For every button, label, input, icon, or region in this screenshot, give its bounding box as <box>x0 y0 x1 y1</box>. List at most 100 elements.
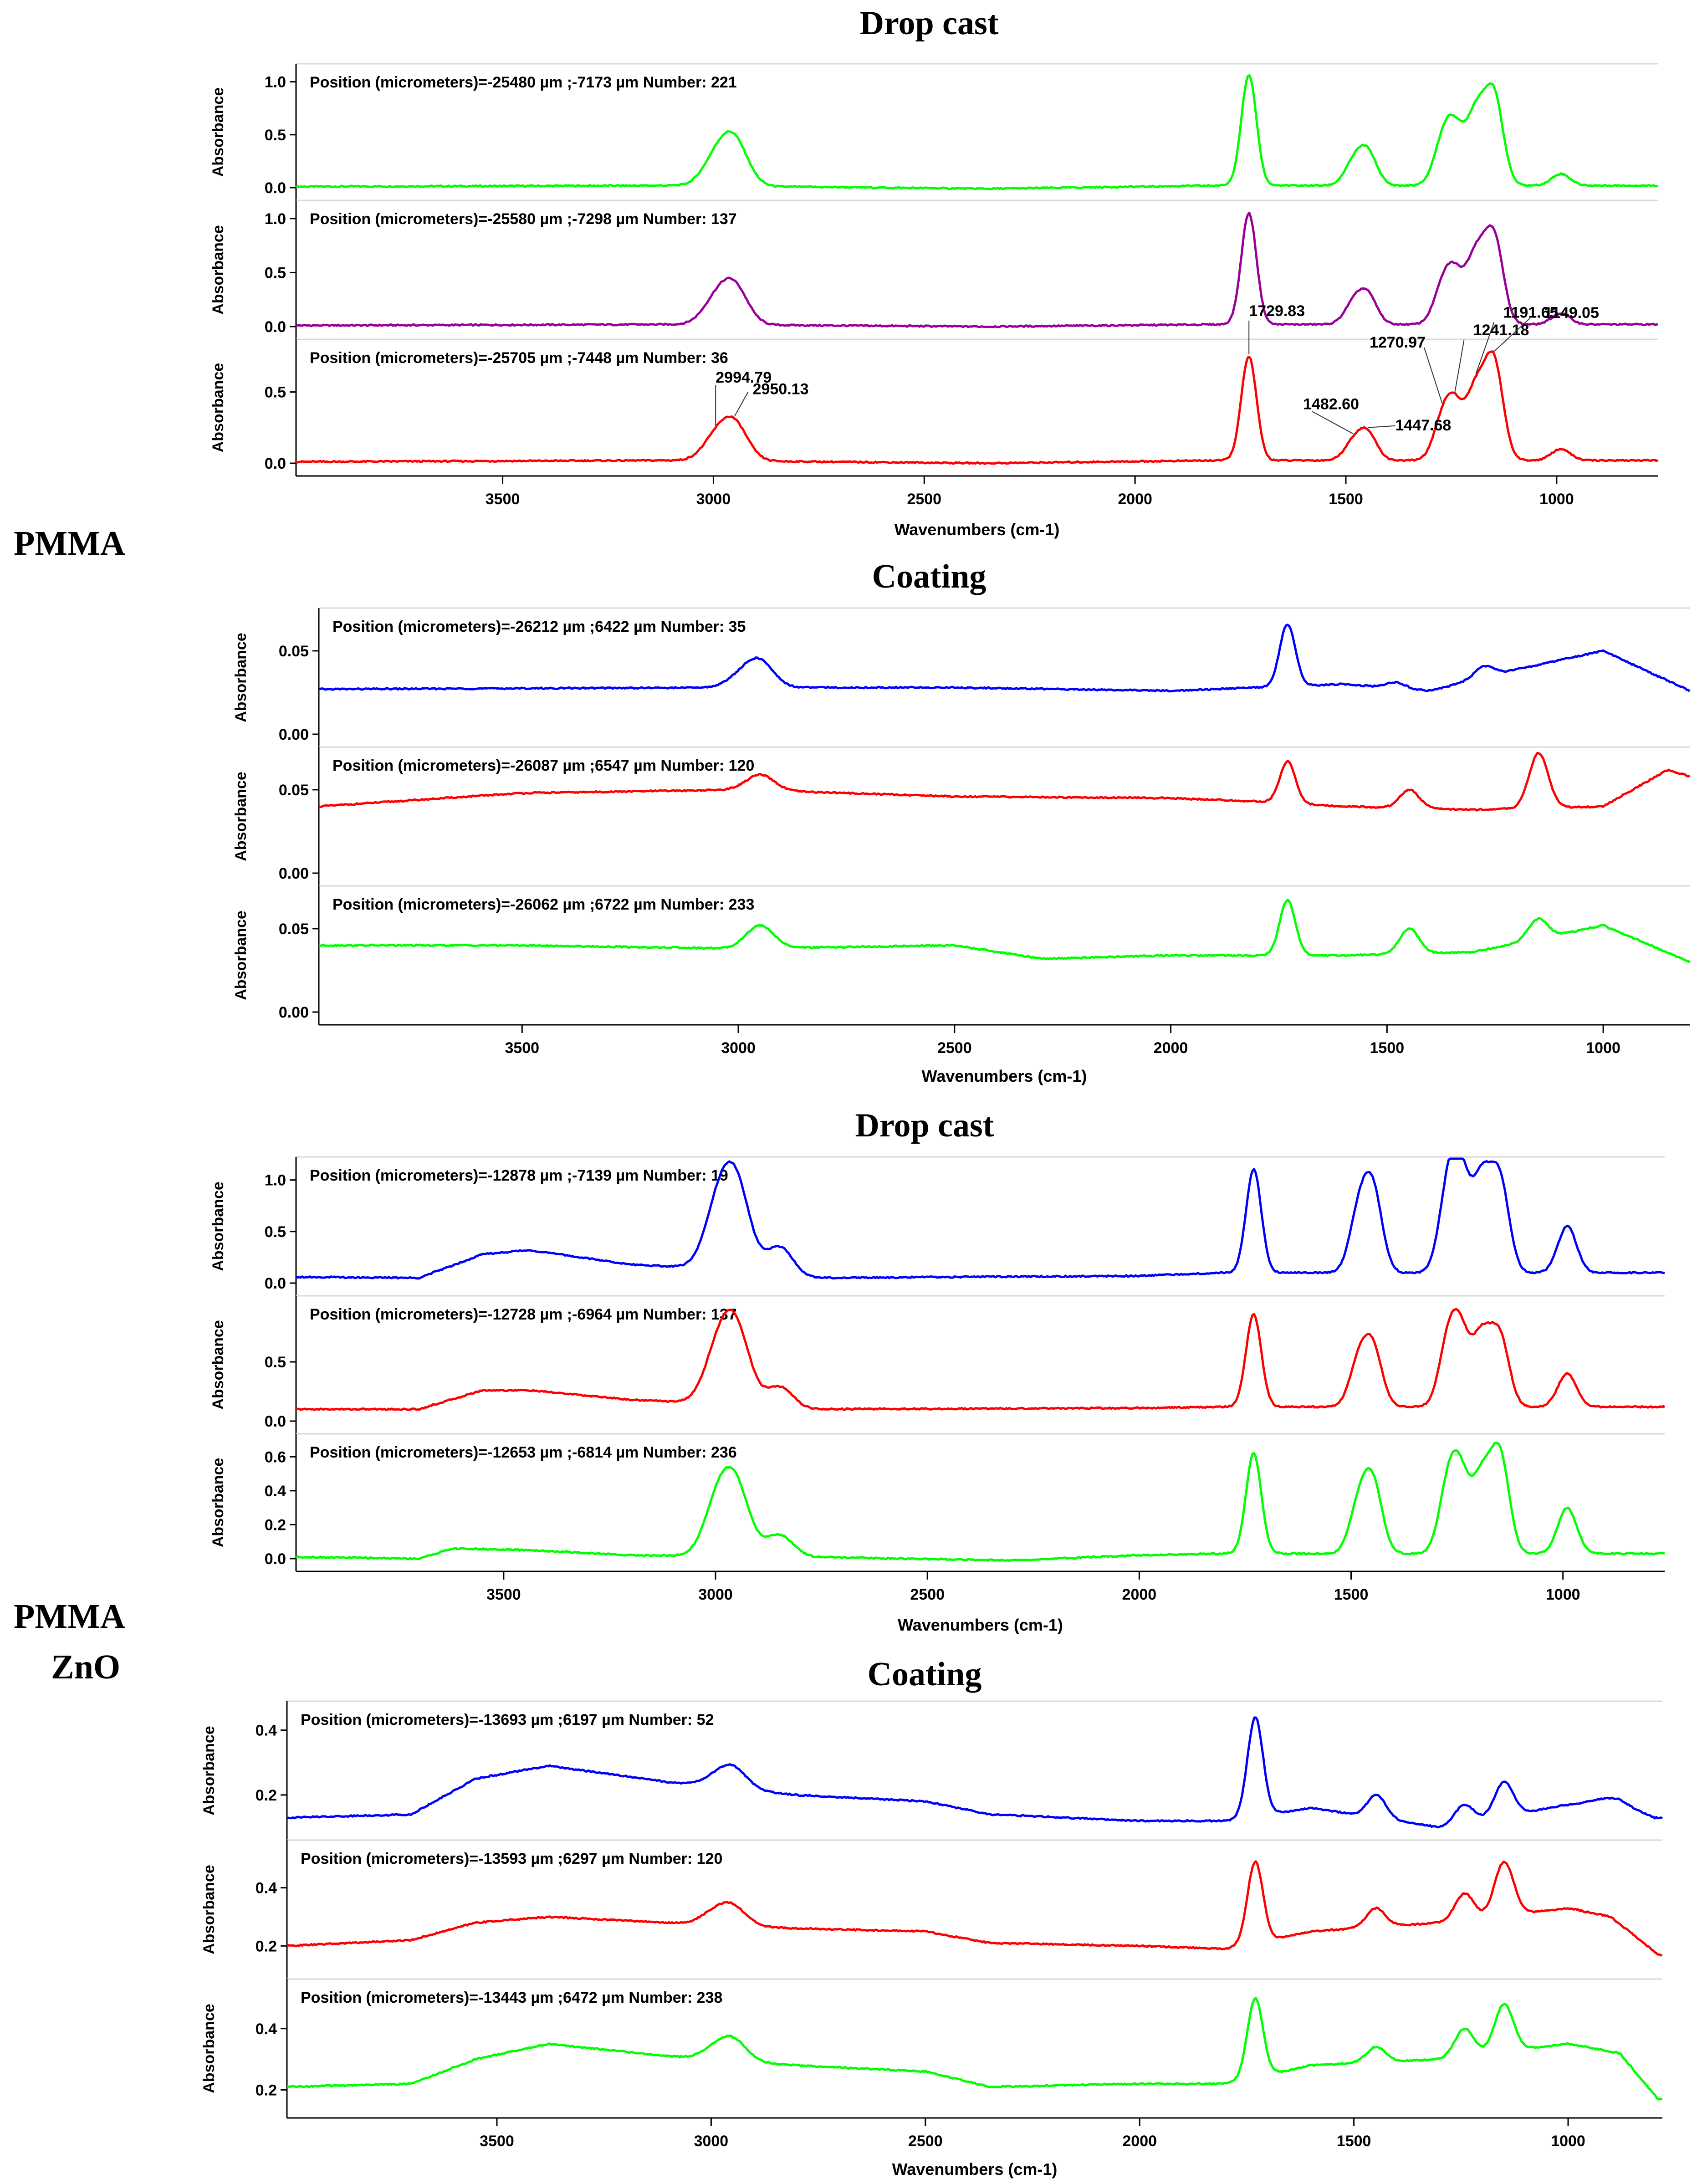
series-label: Position (micrometers)=-25480 µm ;-7173 … <box>310 74 737 91</box>
spectrum-line <box>318 899 1691 963</box>
x-axis-label: Wavenumbers (cm-1) <box>898 1616 1063 1634</box>
spectrum-line <box>286 1860 1663 1957</box>
spectrum-strip: 0.0 0.2 0.4 0.6 Absorbance Position (micromet… <box>210 1433 1665 1571</box>
y-axis-label: Absorbance <box>210 1320 227 1410</box>
spectrum-line <box>287 1997 1663 2101</box>
x-tick-label: 1000 <box>1539 491 1574 508</box>
x-tick-label: 2000 <box>1122 1586 1157 1603</box>
y-tick-label: 0.6 <box>265 1448 286 1466</box>
y-axis-label: Absorbance <box>232 910 250 1000</box>
spectrum-strip: 0.0 0.5 1.0 Absorbance Position (micrometers… <box>210 1156 1665 1296</box>
spectrum-strip: 0.00 0.05 Absorbance Position (micrometers)… <box>232 885 1691 1025</box>
x-tick-label: 3000 <box>694 2133 729 2150</box>
y-axis-label: Absorbance <box>210 1458 227 1548</box>
peak-annotation: 2950.13 <box>753 380 809 398</box>
x-tick-label: 1500 <box>1334 1586 1369 1603</box>
side-label-pmma-2: PMMA <box>14 1597 125 1636</box>
x-axis: 3500 3000 2500 2000 1500 1000 Wavenumbers (cm-… <box>319 1024 1690 1085</box>
y-tick-label: 0.2 <box>256 1938 277 1955</box>
chart-title: Coating <box>868 1656 982 1693</box>
y-tick-label: 0.5 <box>265 264 286 281</box>
x-tick-label: 1500 <box>1370 1039 1405 1057</box>
peak-annotation: 1729.83 <box>1249 302 1305 320</box>
series-label: Position (micrometers)=-26062 µm ;6722 µ… <box>332 896 754 913</box>
y-tick-label: 0.0 <box>265 455 286 472</box>
spectrum-strip: 0.2 0.4 Absorbance Position (micrometers)=-… <box>200 1700 1663 1840</box>
peak-annotation: 1149.05 <box>1544 304 1599 322</box>
y-tick-label: 0.4 <box>256 1722 277 1739</box>
spectrum-strip: 0.0 0.5 Absorbance Position (micrometers)=-… <box>210 302 1659 476</box>
spectrum-line <box>295 74 1658 190</box>
y-tick-label: 0.2 <box>265 1516 286 1534</box>
y-tick-label: 0.4 <box>256 1880 277 1897</box>
spectrum-line <box>318 752 1690 812</box>
chart-panel-2: Coating 0.00 0.05 Absorbance Position (micro… <box>232 558 1691 1085</box>
series-label: Position (micrometers)=-25705 µm ;-7448 … <box>310 349 728 367</box>
peak-annotation: 2994.79 <box>716 369 772 386</box>
spectrum-strip: 0.0 0.5 1.0 Absorbance Position (micrometers… <box>210 199 1658 339</box>
spectrum-strip: 0.0 0.5 1.0 Absorbance Position (micrometers… <box>210 63 1658 200</box>
side-label-pmma-1: PMMA <box>14 524 125 563</box>
peak-annotation: 1191.65 <box>1503 304 1558 321</box>
x-axis-label: Wavenumbers (cm-1) <box>892 2160 1058 2179</box>
y-tick-label: 0.5 <box>265 1354 286 1371</box>
peak-annotation: 1241.18 <box>1473 322 1529 339</box>
chart-panel-1: Drop cast 0.0 0.5 1.0 Absorbance Position (mi… <box>210 5 1659 539</box>
x-tick-label: 2500 <box>937 1039 972 1057</box>
spectrum-line <box>296 350 1659 465</box>
spectrum-line <box>295 211 1658 328</box>
y-tick-label: 0.5 <box>265 384 286 401</box>
x-tick-label: 1500 <box>1337 2133 1371 2150</box>
x-axis: 3500 3000 2500 2000 1500 1000 Wavenumbers (cm-… <box>296 475 1658 539</box>
y-tick-label: 0.00 <box>279 865 309 882</box>
series-label: Position (micrometers)=-13593 µm ;6297 µ… <box>301 1850 722 1867</box>
series-label: Position (micrometers)=-12728 µm ;-6964 … <box>310 1306 737 1323</box>
y-axis-label: Absorbance <box>232 772 250 861</box>
y-tick-label: 0.05 <box>279 643 309 660</box>
series-label: Position (micrometers)=-25580 µm ;-7298 … <box>310 210 737 228</box>
y-tick-label: 0.4 <box>256 2020 277 2038</box>
y-tick-label: 0.05 <box>279 782 309 799</box>
series-label: Position (micrometers)=-26212 µm ;6422 µ… <box>332 618 746 635</box>
y-tick-label: 1.0 <box>265 74 286 91</box>
y-tick-label: 0.0 <box>265 179 286 197</box>
y-tick-label: 0.4 <box>265 1483 286 1500</box>
y-axis-label: Absorbance <box>210 363 227 453</box>
spectrum-line <box>318 624 1691 693</box>
x-tick-label: 2000 <box>1122 2133 1157 2150</box>
spectrum-line <box>286 1716 1663 1829</box>
y-tick-label: 0.0 <box>265 1275 286 1292</box>
spectrum-strip: 0.0 0.5 Absorbance Position (micrometers)=-… <box>210 1295 1666 1434</box>
x-tick-label: 1000 <box>1546 1586 1580 1603</box>
y-tick-label: 0.0 <box>265 1413 286 1430</box>
x-tick-label: 3000 <box>696 491 731 508</box>
y-axis-label: Absorbance <box>232 633 250 722</box>
x-tick-label: 1000 <box>1551 2133 1585 2150</box>
y-axis-label: Absorbance <box>200 1865 218 1954</box>
x-tick-label: 2500 <box>908 2133 943 2150</box>
y-tick-label: 0.2 <box>256 2082 277 2099</box>
x-tick-label: 3500 <box>486 491 520 508</box>
y-tick-label: 0.05 <box>279 921 309 938</box>
annotation-leader <box>1368 425 1395 428</box>
y-tick-label: 0.5 <box>265 1223 286 1241</box>
y-axis-label: Absorbance <box>200 2004 218 2093</box>
chart-title: Coating <box>872 558 987 595</box>
x-tick-label: 2500 <box>910 1586 945 1603</box>
chart-title: Drop cast <box>860 5 999 42</box>
spectrum-strip: 0.00 0.05 Absorbance Position (micrometers)… <box>232 607 1691 747</box>
spectrum-strip: 0.2 0.4 Absorbance Position (micrometers)=-… <box>200 1978 1663 2118</box>
x-tick-label: 2000 <box>1118 491 1152 508</box>
annotation-leader <box>1312 411 1354 435</box>
y-tick-label: 1.0 <box>265 1172 286 1189</box>
y-tick-label: 0.5 <box>265 127 286 144</box>
x-axis-label: Wavenumbers (cm-1) <box>922 1067 1087 1085</box>
y-tick-label: 0.0 <box>265 318 286 336</box>
series-label: Position (micrometers)=-13693 µm ;6197 µ… <box>301 1711 714 1729</box>
series-label: Position (micrometers)=-12653 µm ;-6814 … <box>310 1444 737 1461</box>
annotation-leader <box>1493 317 1531 352</box>
x-axis: 3500 3000 2500 2000 1500 1000 Wavenumbers (cm-… <box>287 2117 1662 2179</box>
chart-panel-3: Drop cast 0.0 0.5 1.0 Absorbance Position (mi… <box>210 1107 1666 1634</box>
annotation-leader <box>1424 347 1443 404</box>
